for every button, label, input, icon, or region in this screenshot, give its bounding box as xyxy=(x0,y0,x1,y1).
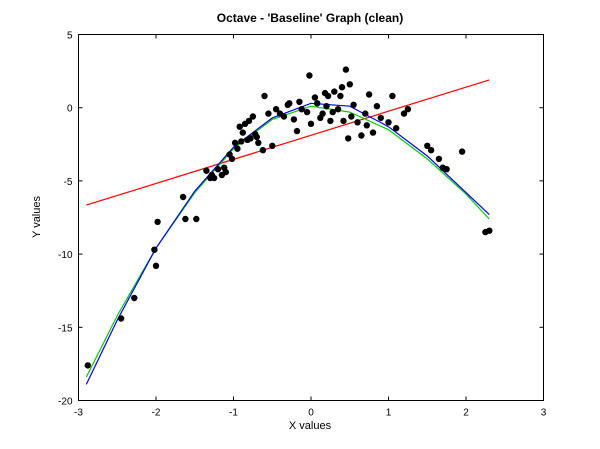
x-axis-label: X values xyxy=(289,420,332,432)
data-point xyxy=(369,129,377,136)
data-point xyxy=(393,125,400,132)
data-point xyxy=(314,100,321,107)
data-point xyxy=(363,122,370,129)
data-point xyxy=(245,117,253,125)
data-point xyxy=(329,108,336,116)
data-point xyxy=(214,166,222,173)
data-point xyxy=(151,246,158,253)
data-point xyxy=(238,138,245,145)
y-tick-label: 5 xyxy=(67,31,73,42)
data-point xyxy=(324,92,332,100)
data-point xyxy=(350,101,357,109)
data-point xyxy=(311,94,319,101)
data-point xyxy=(280,113,288,120)
data-point xyxy=(389,92,396,100)
x-tick-label: 3 xyxy=(541,408,547,419)
data-point xyxy=(435,155,443,163)
chart-title: Octave - 'Baseline' Graph (clean) xyxy=(217,11,403,25)
data-point xyxy=(340,117,347,125)
y-tick-label: -10 xyxy=(58,250,73,261)
data-point xyxy=(272,106,280,113)
data-point xyxy=(342,66,350,73)
data-point xyxy=(365,91,373,98)
data-point xyxy=(203,167,210,174)
data-point xyxy=(307,120,315,128)
data-point xyxy=(269,142,276,149)
data-point xyxy=(265,110,272,117)
data-point xyxy=(117,315,125,322)
data-point xyxy=(424,142,431,149)
data-point xyxy=(319,110,326,117)
data-point xyxy=(234,145,241,152)
data-point xyxy=(286,100,293,107)
y-tick-label: -5 xyxy=(64,177,73,188)
y-axis-label: Y values xyxy=(31,196,43,238)
data-point xyxy=(377,114,384,122)
data-point xyxy=(334,106,342,113)
data-point xyxy=(193,215,200,223)
data-point xyxy=(210,174,218,182)
data-point xyxy=(427,147,435,154)
data-point xyxy=(298,106,305,113)
data-point xyxy=(327,117,334,125)
data-point xyxy=(323,103,330,110)
plot-series xyxy=(84,66,493,385)
x-tick-label: 0 xyxy=(308,408,314,419)
data-point xyxy=(249,113,257,120)
data-point xyxy=(293,127,301,135)
y-tick-label: -15 xyxy=(58,323,73,334)
data-point xyxy=(253,133,260,141)
data-point xyxy=(358,132,365,139)
linear-fit-line xyxy=(86,79,490,206)
data-point xyxy=(247,135,254,142)
data-point xyxy=(261,92,268,100)
data-point xyxy=(228,155,236,163)
data-point xyxy=(222,168,229,176)
data-point xyxy=(84,362,92,369)
data-point xyxy=(348,113,355,120)
data-point xyxy=(255,139,262,146)
data-point xyxy=(385,119,392,126)
data-point xyxy=(303,108,311,116)
x-tick-label: -1 xyxy=(229,408,238,419)
x-tick-label: 1 xyxy=(386,408,392,419)
data-point xyxy=(236,123,243,130)
data-point xyxy=(306,72,313,79)
data-point xyxy=(486,227,493,234)
x-tick-label: -3 xyxy=(74,408,83,419)
data-point xyxy=(458,148,466,155)
data-point xyxy=(152,262,160,269)
data-point xyxy=(290,116,298,123)
data-point xyxy=(131,294,138,302)
data-point xyxy=(400,110,408,117)
data-point xyxy=(239,129,246,136)
data-point xyxy=(345,135,352,142)
y-tick-label: 0 xyxy=(67,104,73,115)
axis-ticks: -3 -2 -1 0 1 2 3-20-15-10-505 xyxy=(58,31,547,419)
data-point xyxy=(182,215,189,223)
data-point xyxy=(354,119,361,126)
data-point xyxy=(296,98,303,106)
data-point xyxy=(338,84,346,91)
data-point xyxy=(259,147,267,154)
data-point xyxy=(337,92,344,100)
data-point xyxy=(179,193,187,201)
data-point xyxy=(443,166,450,173)
data-point xyxy=(362,110,369,117)
data-point xyxy=(346,81,353,88)
data-point xyxy=(404,106,412,113)
cubic-fit-line xyxy=(85,102,490,385)
data-point xyxy=(154,218,161,226)
data-point xyxy=(373,103,381,110)
data-point xyxy=(331,88,338,95)
data-point xyxy=(231,139,239,146)
x-tick-label: -2 xyxy=(152,408,161,419)
y-tick-label: -20 xyxy=(58,397,73,408)
x-tick-label: 2 xyxy=(463,408,469,419)
plot-frame xyxy=(78,34,544,401)
